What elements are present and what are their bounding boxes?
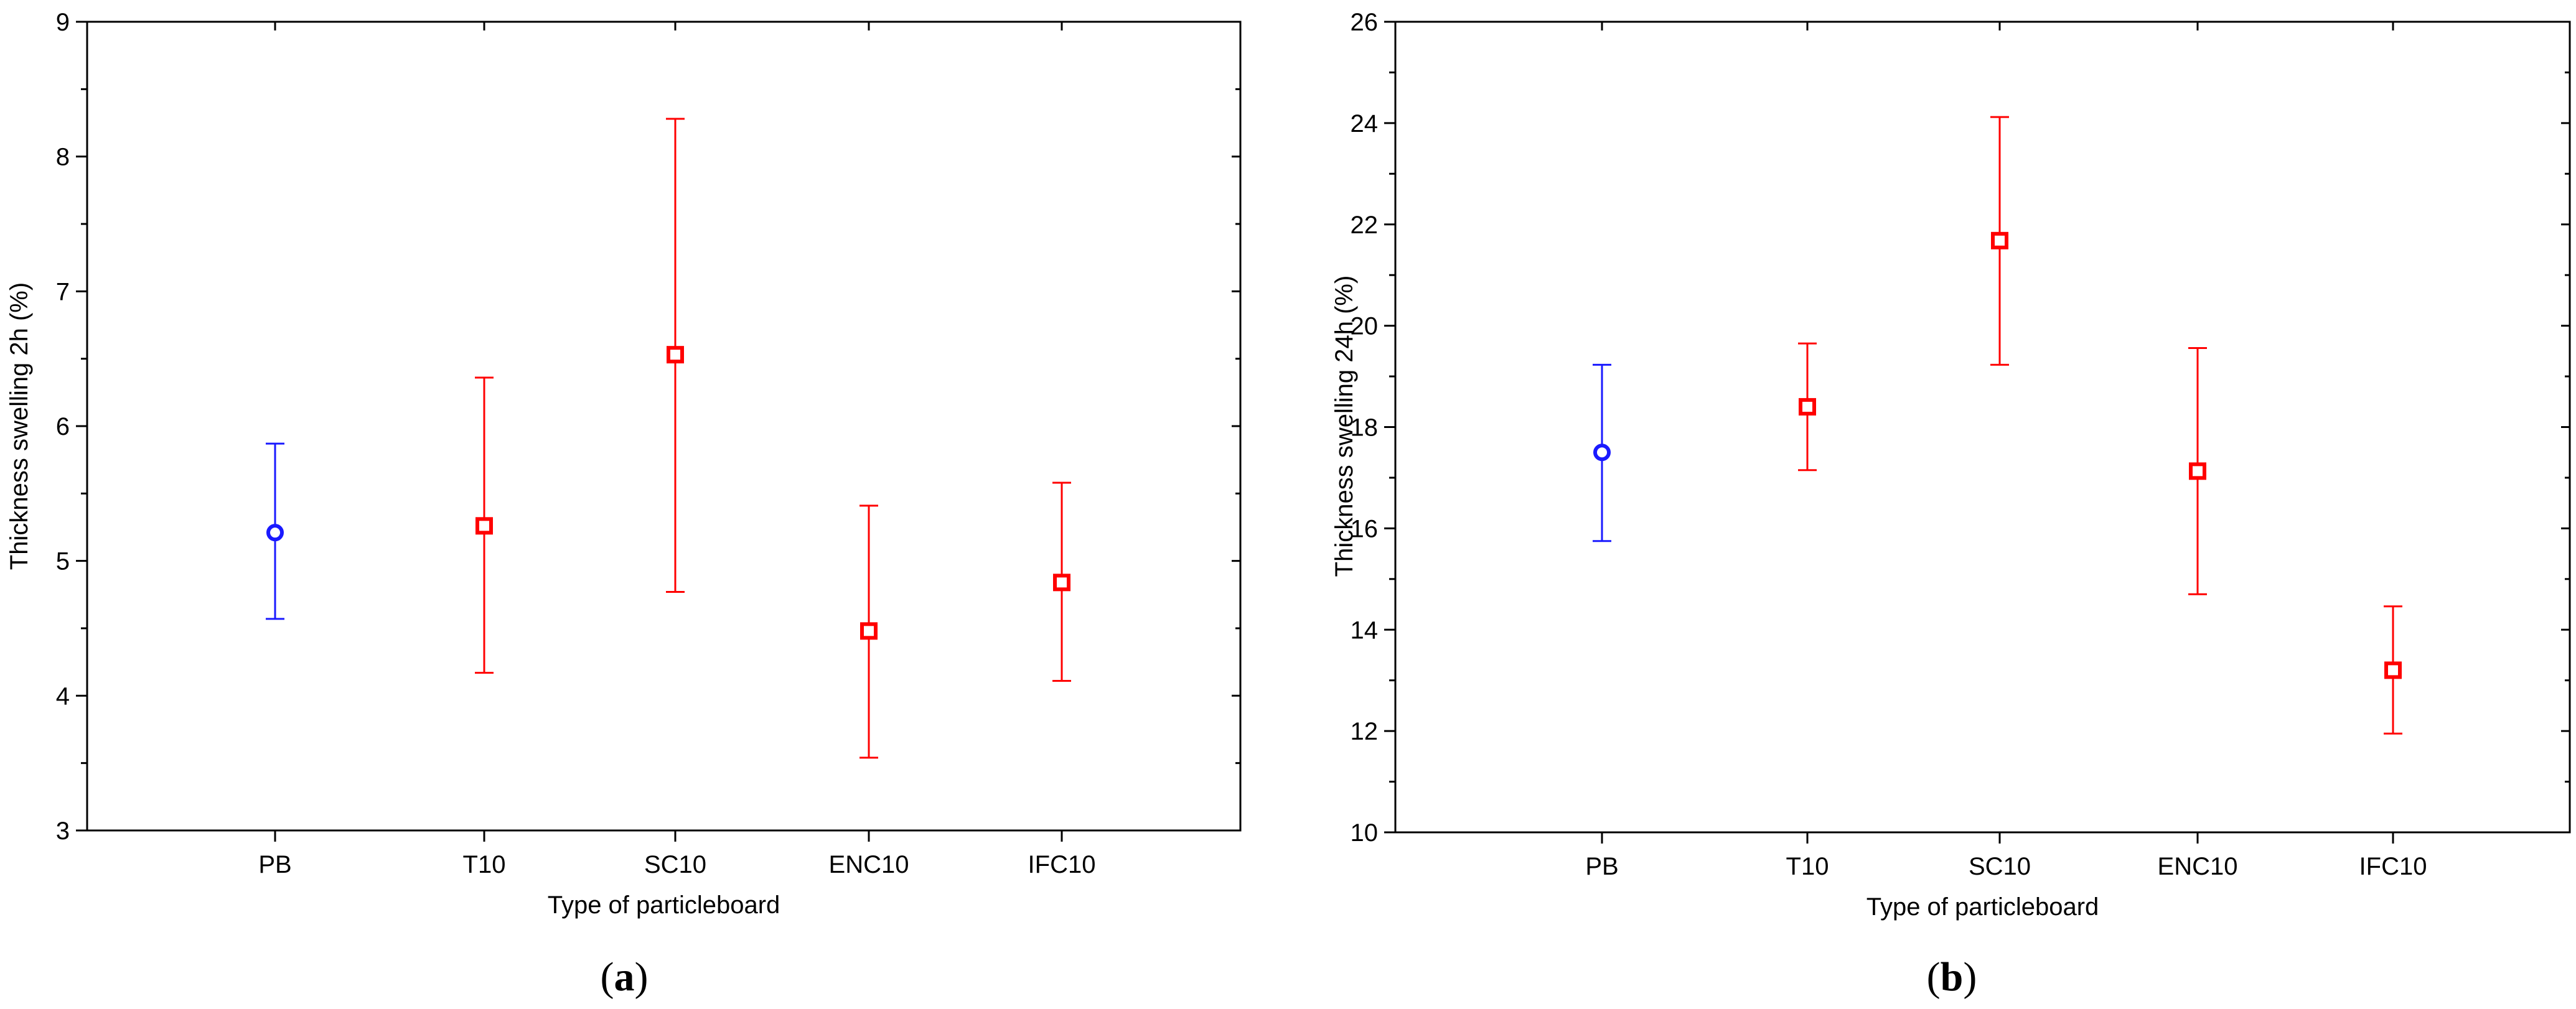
y-tick-label: 7	[56, 278, 70, 305]
data-point-ifc10	[1052, 481, 1071, 682]
y-tick-label: 5	[56, 548, 70, 575]
mean-marker-circle	[266, 524, 284, 542]
data-point-ifc10	[2384, 605, 2402, 735]
data-point-sc10	[1990, 116, 2009, 366]
x-tick-label: PB	[258, 851, 291, 878]
x-axis-title: Type of particleboard	[548, 891, 780, 919]
y-tick-label: 26	[1351, 9, 1379, 36]
y-tick-label: 9	[56, 9, 70, 36]
data-point-pb	[1593, 363, 1611, 542]
chart-panel-b: 10 12 14 16 18 20 22 24 26 PB T10 SC10 ENC10 IFC10 Typ…	[1331, 9, 2571, 1000]
mean-marker-square	[667, 346, 684, 364]
mean-marker-square	[860, 622, 878, 640]
x-tick-label: IFC10	[1028, 851, 1096, 878]
panel-caption: (a)	[601, 954, 649, 1000]
y-tick-label: 22	[1351, 212, 1379, 239]
y-tick-label: 14	[1351, 616, 1379, 644]
chart-panel-a: 3 4 5 6 7 8 9 PB T10 SC10 ENC10 IFC10 Type of partic…	[6, 9, 1242, 1000]
x-tick-label: PB	[1585, 853, 1618, 880]
data-point-t10	[1798, 342, 1817, 472]
y-tick-label: 10	[1351, 819, 1379, 847]
data-point-sc10	[666, 118, 685, 593]
y-tick-label: 12	[1351, 718, 1379, 745]
panel-caption-letter: a	[614, 954, 635, 1000]
mean-marker-square	[1799, 398, 1816, 416]
x-tick-label: T10	[1786, 853, 1829, 880]
y-tick-label: 18	[1351, 414, 1379, 442]
data-point-t10	[475, 376, 494, 674]
mean-marker-square	[2189, 462, 2206, 480]
y-tick-label: 24	[1351, 110, 1379, 137]
y-tick-label: 4	[56, 682, 70, 710]
mean-marker-circle	[1593, 444, 1611, 462]
y-axis-title: Thickness swelling 2h (%)	[6, 282, 33, 570]
x-tick-label: ENC10	[2158, 853, 2238, 880]
data-point-pb	[266, 442, 284, 620]
x-tick-label: IFC10	[2359, 853, 2427, 880]
data-point-enc10	[2188, 346, 2207, 595]
data-point-enc10	[859, 504, 878, 759]
x-tick-label: SC10	[1969, 853, 2031, 880]
x-tick-label: SC10	[644, 851, 706, 878]
y-tick-label: 6	[56, 413, 70, 440]
mean-marker-square	[1053, 574, 1070, 592]
y-tick-label: 3	[56, 817, 70, 845]
panel-caption: (b)	[1927, 954, 1977, 1000]
x-axis-title: Type of particleboard	[1866, 893, 2099, 921]
mean-marker-square	[1991, 231, 2008, 249]
plot-frame	[86, 21, 1242, 832]
x-tick-label: T10	[463, 851, 506, 878]
y-tick-label: 20	[1351, 313, 1379, 340]
panel-caption-letter: b	[1941, 954, 1964, 1000]
x-tick-label: ENC10	[829, 851, 909, 878]
y-axis-title: Thickness swelling 24h (%)	[1331, 276, 1358, 577]
mean-marker-square	[2384, 661, 2402, 679]
y-tick-label: 8	[56, 144, 70, 171]
y-tick-label: 16	[1351, 515, 1379, 542]
mean-marker-square	[475, 517, 493, 535]
